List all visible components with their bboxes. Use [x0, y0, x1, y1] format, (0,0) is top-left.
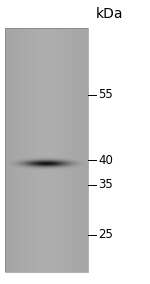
Bar	[5, 28, 88, 272]
Text: 35: 35	[98, 179, 113, 191]
Text: 55: 55	[98, 89, 113, 101]
Text: kDa: kDa	[96, 7, 123, 21]
Text: 25: 25	[98, 229, 113, 241]
Text: 40: 40	[98, 153, 113, 166]
